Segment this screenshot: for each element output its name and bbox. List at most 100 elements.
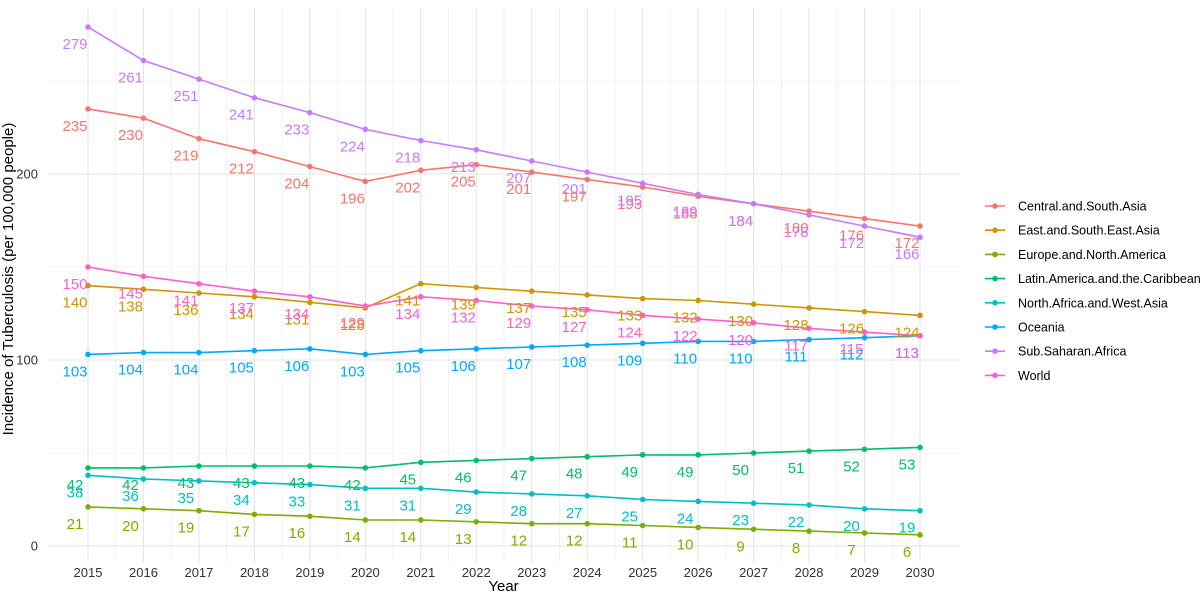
data-point-central-and-south-asia (528, 169, 535, 175)
data-point-central-and-south-asia (307, 163, 313, 170)
data-point-world (584, 306, 590, 313)
data-point-world (750, 320, 757, 326)
data-point-europe-and-north-america (917, 532, 923, 538)
data-point-europe-and-north-america (695, 524, 701, 531)
data-point-north-africa-and-west-asia (528, 491, 535, 497)
data-point-europe-and-north-america (584, 520, 590, 527)
data-point-latin-america-and-the-caribbean (806, 448, 812, 454)
data-point-east-and-south-east-asia (639, 295, 646, 302)
data-label-central-and-south-asia: 188 (673, 205, 698, 222)
data-label-latin-america-and-the-caribbean: 51 (788, 460, 805, 477)
data-point-latin-america-and-the-caribbean (418, 459, 424, 466)
data-label-sub-saharan-africa: 251 (173, 88, 198, 105)
data-point-east-and-south-east-asia (917, 312, 923, 319)
data-label-world: 127 (562, 319, 587, 336)
data-point-east-and-south-east-asia (750, 301, 757, 308)
data-label-sub-saharan-africa: 195 (617, 192, 642, 209)
data-label-world: 120 (728, 332, 753, 349)
data-label-east-and-south-east-asia: 132 (673, 309, 698, 326)
data-label-north-africa-and-west-asia: 23 (732, 512, 749, 529)
data-point-east-and-south-east-asia (528, 288, 535, 294)
data-label-north-africa-and-west-asia: 25 (621, 509, 638, 526)
data-label-oceania: 109 (617, 352, 642, 369)
data-label-north-africa-and-west-asia: 34 (233, 492, 250, 509)
data-label-latin-america-and-the-caribbean: 43 (289, 475, 306, 492)
data-label-east-and-south-east-asia: 137 (506, 300, 531, 317)
data-point-sub-saharan-africa (917, 234, 923, 241)
data-point-latin-america-and-the-caribbean (695, 452, 701, 458)
data-point-sub-saharan-africa (307, 109, 313, 116)
legend-key-point (992, 324, 998, 330)
legend-item: Oceania (985, 321, 1065, 335)
data-label-east-and-south-east-asia: 130 (728, 313, 753, 330)
data-point-central-and-south-asia (418, 167, 424, 174)
data-label-latin-america-and-the-caribbean: 47 (510, 468, 527, 485)
data-point-latin-america-and-the-caribbean (196, 463, 202, 469)
data-label-latin-america-and-the-caribbean: 43 (233, 475, 250, 492)
data-point-sub-saharan-africa (639, 180, 646, 187)
data-point-east-and-south-east-asia (251, 293, 258, 300)
data-point-world (362, 303, 369, 309)
data-point-europe-and-north-america (140, 506, 147, 512)
legend-item: North.Africa.and.West.Asia (985, 296, 1168, 310)
x-tick-label: 2028 (795, 565, 824, 580)
data-point-north-africa-and-west-asia (140, 476, 147, 482)
legend-label: Central.and.South.Asia (1018, 200, 1147, 214)
data-label-europe-and-north-america: 14 (399, 529, 416, 546)
data-label-europe-and-north-america: 16 (289, 525, 306, 542)
legend-label: Sub.Saharan.Africa (1018, 345, 1126, 359)
data-point-europe-and-north-america (806, 528, 812, 534)
data-point-north-africa-and-west-asia (251, 479, 258, 486)
data-point-central-and-south-asia (473, 161, 480, 168)
data-label-world: 122 (673, 328, 698, 345)
data-point-central-and-south-asia (85, 106, 91, 112)
data-point-europe-and-north-america (750, 526, 757, 533)
data-label-europe-and-north-america: 19 (178, 520, 195, 537)
x-tick-label: 2021 (406, 565, 435, 580)
data-point-north-africa-and-west-asia (695, 498, 701, 505)
data-point-sub-saharan-africa (528, 158, 535, 164)
data-label-east-and-south-east-asia: 135 (562, 304, 587, 321)
data-point-world (917, 333, 923, 339)
series-lines (85, 24, 923, 538)
data-label-europe-and-north-america: 12 (510, 533, 527, 550)
data-point-sub-saharan-africa (85, 24, 91, 30)
data-point-north-africa-and-west-asia (917, 507, 923, 514)
data-label-east-and-south-east-asia: 139 (451, 296, 476, 313)
legend-key-point (992, 372, 998, 379)
data-label-central-and-south-asia: 235 (62, 118, 87, 135)
data-label-east-and-south-east-asia: 128 (340, 317, 365, 334)
data-label-oceania: 106 (284, 358, 309, 375)
data-label-europe-and-north-america: 14 (344, 529, 361, 546)
data-label-oceania: 105 (395, 360, 420, 377)
data-point-sub-saharan-africa (806, 212, 812, 218)
data-point-world (528, 303, 535, 309)
data-point-central-and-south-asia (917, 223, 923, 229)
legend-key-point (992, 251, 998, 258)
data-point-north-africa-and-west-asia (85, 472, 91, 479)
data-label-europe-and-north-america: 17 (233, 523, 250, 540)
data-point-east-and-south-east-asia (861, 308, 868, 315)
data-label-sub-saharan-africa: 261 (118, 70, 143, 87)
data-point-north-africa-and-west-asia (196, 478, 202, 484)
x-tick-label: 2019 (295, 565, 324, 580)
data-label-oceania: 104 (173, 362, 198, 379)
data-label-oceania: 107 (506, 356, 531, 373)
legend-key-point (992, 203, 998, 209)
x-tick-label: 2024 (573, 565, 602, 580)
data-label-world: 134 (395, 306, 420, 323)
data-point-oceania (140, 349, 147, 356)
data-label-sub-saharan-africa: 279 (62, 36, 87, 53)
data-point-north-africa-and-west-asia (639, 496, 646, 503)
data-point-north-africa-and-west-asia (584, 492, 590, 499)
data-point-sub-saharan-africa (584, 169, 590, 175)
data-label-sub-saharan-africa: 241 (229, 107, 254, 124)
data-point-latin-america-and-the-caribbean (140, 465, 147, 471)
data-label-europe-and-north-america: 7 (847, 542, 855, 559)
legend-item: Latin.America.and.the.Caribbean (985, 272, 1200, 286)
data-label-oceania: 113 (895, 345, 919, 362)
data-label-oceania: 104 (118, 362, 143, 379)
